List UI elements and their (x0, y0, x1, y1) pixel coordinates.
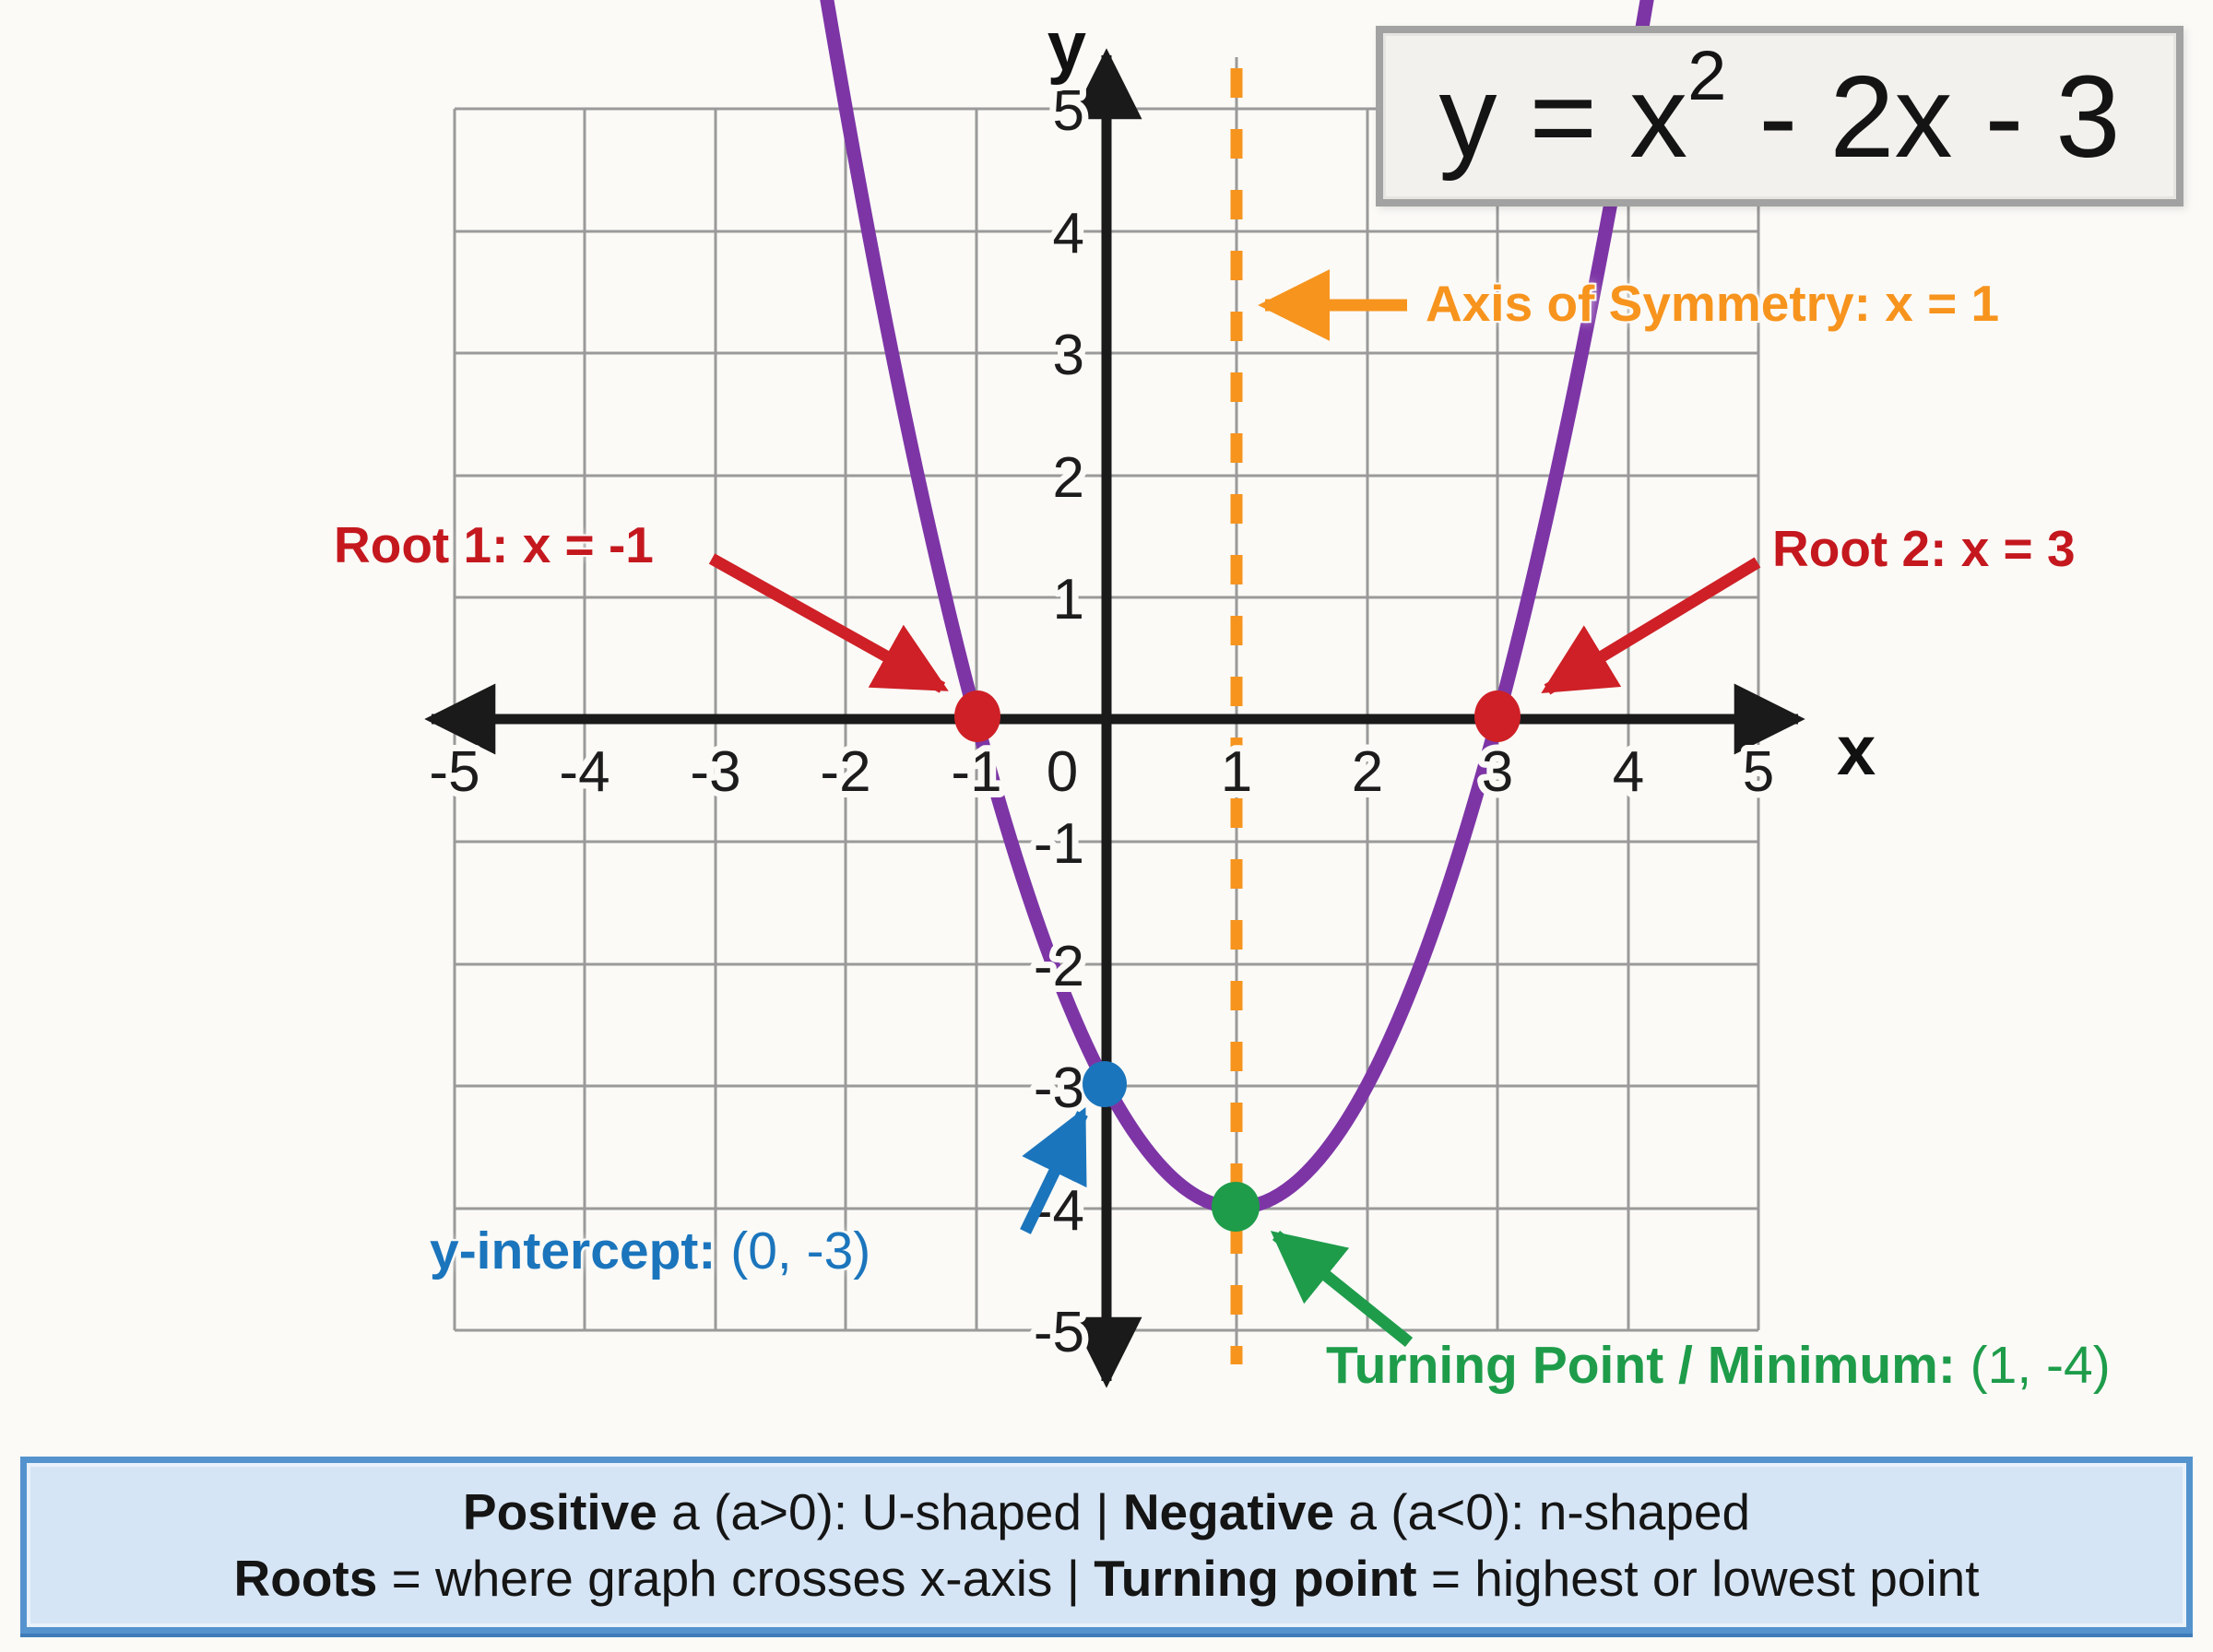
y-tick-label: 2 (1053, 446, 1084, 510)
x-tick-label: -3 (690, 740, 740, 804)
x-axis-label: x (1837, 712, 1876, 790)
root1-point (954, 690, 1000, 742)
legend-positive-label: Positive (462, 1483, 657, 1540)
y-intercept-label: y-intercept: (430, 1221, 716, 1280)
legend-box: Positive a (a>0): U-shaped | Negative a … (20, 1457, 2193, 1634)
turning-point-annotation: Turning Point / Minimum: (1, -4) (1326, 1335, 2111, 1396)
turning-point-arrow (1270, 1230, 1414, 1348)
y-intercept-value: (0, -3) (716, 1221, 871, 1280)
turning-point-label: Turning Point / Minimum: (1326, 1336, 1956, 1395)
root1-annotation: Root 1: x = -1 (334, 516, 654, 573)
axis-of-symmetry-annotation: Axis of Symmetry: x = 1 (1426, 275, 2000, 332)
root1-arrow (708, 553, 949, 693)
root2-point (1474, 690, 1521, 742)
root2-annotation: Root 2: x = 3 (1772, 520, 2076, 577)
turning-point (1212, 1182, 1260, 1232)
legend-line-shape: Positive a (a>0): U-shaped | Negative a … (463, 1482, 1750, 1541)
legend-roots-text: = where graph crosses x-axis | (377, 1550, 1095, 1607)
x-tick-label: 2 (1352, 740, 1383, 804)
y-tick-label: -3 (1034, 1056, 1084, 1120)
x-tick-label: 1 (1221, 740, 1252, 804)
y-axis-label: y (1047, 7, 1086, 86)
y-intercept-point (1083, 1061, 1127, 1107)
x-tick-label: -1 (951, 740, 1001, 804)
legend-negative-label: Negative (1122, 1483, 1335, 1540)
legend-negative-text: a (a<0): n-shaped (1334, 1483, 1751, 1540)
root2-arrow (1541, 557, 1761, 695)
legend-turning-text: = highest or lowest point (1416, 1550, 1980, 1607)
equation-prefix: y = x (1438, 51, 1688, 182)
y-tick-label: 4 (1053, 202, 1084, 266)
x-tick-label: 0 (1047, 740, 1078, 804)
turning-point-value: (1, -4) (1955, 1336, 2111, 1395)
x-tick-label: -4 (559, 740, 609, 804)
x-tick-labels: -5 -4 -3 -2 -1 0 1 2 3 4 5 (422, 734, 1781, 810)
y-tick-label: -2 (1034, 935, 1084, 998)
equation-suffix: - 2x - 3 (1726, 51, 2121, 182)
legend-positive-text: a (a>0): U-shaped | (657, 1483, 1123, 1540)
y-tick-label: -5 (1034, 1301, 1084, 1364)
legend-roots-label: Roots (233, 1550, 378, 1607)
equation-exponent: 2 (1687, 36, 1727, 115)
y-tick-label: -1 (1034, 812, 1084, 876)
x-tick-label: -2 (820, 740, 870, 804)
y-intercept-arrow (1020, 1106, 1088, 1234)
legend-turning-label: Turning point (1094, 1550, 1417, 1607)
x-tick-label: 4 (1613, 740, 1644, 804)
y-tick-label: 3 (1053, 324, 1084, 387)
y-tick-label: 5 (1053, 79, 1084, 143)
y-intercept-annotation: y-intercept: (0, -3) (430, 1221, 870, 1281)
x-tick-label: 3 (1482, 740, 1513, 804)
x-tick-label: -5 (429, 740, 479, 804)
x-tick-label: 5 (1743, 740, 1774, 804)
legend-line-definitions: Roots = where graph crosses x-axis | Tur… (234, 1549, 1980, 1608)
y-tick-label: 1 (1053, 568, 1084, 631)
